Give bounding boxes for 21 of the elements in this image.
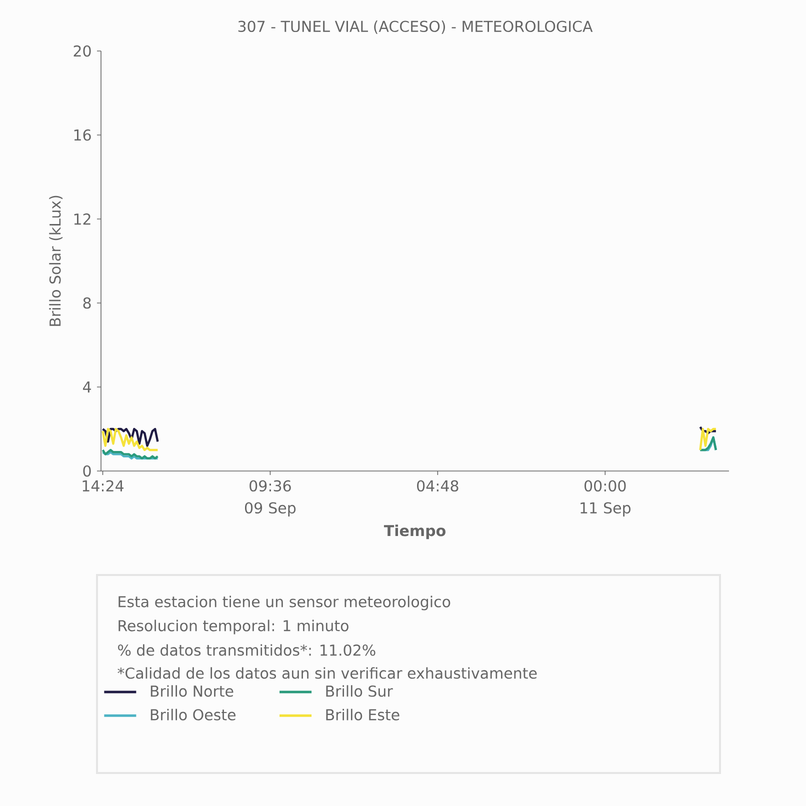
legend-label: Brillo Sur: [326, 685, 393, 697]
y-tick-label: 16: [74, 129, 91, 141]
y-tick-label: 4: [82, 382, 91, 392]
x-tick-label: 04:48: [417, 480, 458, 492]
legend-label: Brillo Oeste: [150, 708, 236, 720]
text: Esta estacion tiene un sensor meteorologico: [118, 596, 450, 610]
y-tick-label: 8: [83, 297, 91, 309]
x-tick-label: 09:36 09 Sep: [245, 480, 296, 516]
text: Resolucion temporal: 1 minuto: [118, 620, 348, 634]
legend-label: Brillo Este: [326, 708, 400, 720]
y-tick-label: 20: [74, 45, 91, 57]
x-axis-title: Tiempo: [384, 524, 446, 540]
chart-title: 307 - TUNEL VIAL (ACCESO) - METEOROLOGICA: [238, 20, 593, 34]
x-tick-label: 00:00 11 Sep: [580, 480, 630, 516]
legend-label: Brillo Norte: [150, 685, 234, 697]
y-tick-label: 12: [74, 213, 90, 225]
text: *Calidad de los datos aun sin verificar exhaustivamente: [118, 667, 537, 679]
y-axis-title: Brillo Solar (kLux): [49, 196, 63, 326]
x-tick-label: 14:24: [82, 480, 124, 492]
y-tick-label: 0: [83, 465, 91, 477]
text: % de datos transmitidos*: 11.02%: [118, 644, 376, 656]
